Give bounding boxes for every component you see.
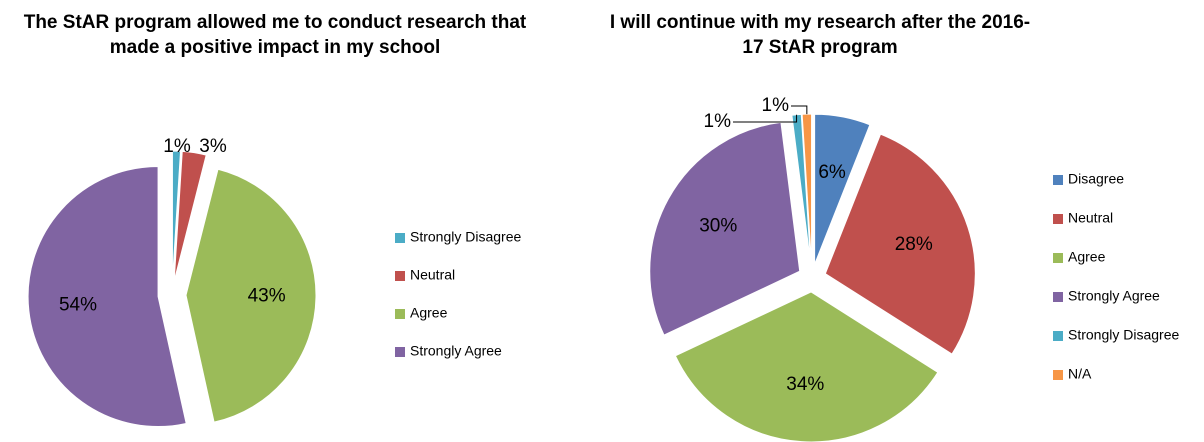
legend-label: Disagree	[1068, 171, 1124, 187]
legend-swatch	[1053, 175, 1063, 185]
legend-swatch	[1053, 331, 1063, 341]
chart-title: I will continue with my research after t…	[609, 12, 1031, 58]
legend-swatch	[1053, 370, 1063, 380]
legend-label: Neutral	[410, 267, 455, 283]
pie-slice	[814, 113, 871, 265]
legend-swatch	[1053, 253, 1063, 263]
legend-label: Strongly Disagree	[410, 229, 521, 245]
data-label: 28%	[895, 234, 933, 255]
legend-swatch	[395, 233, 405, 243]
data-label: 30%	[699, 215, 737, 236]
legend-label: Strongly Agree	[410, 343, 502, 359]
legend-label: Agree	[1068, 249, 1106, 265]
leader-line	[791, 105, 808, 115]
pie-slice	[171, 150, 182, 282]
pie-slice	[791, 113, 812, 265]
legend-label: Neutral	[1068, 210, 1113, 226]
legend-swatch	[395, 271, 405, 281]
legend-label: Strongly Agree	[1068, 288, 1160, 304]
legend-swatch	[395, 347, 405, 357]
pie-slice	[27, 166, 187, 428]
data-label: 6%	[818, 162, 846, 183]
data-label: 34%	[786, 374, 824, 395]
data-label: 3%	[199, 136, 227, 157]
pie-slice	[801, 113, 813, 265]
data-label: 1%	[762, 95, 790, 116]
leader-line	[733, 114, 798, 123]
data-label: 54%	[59, 294, 97, 315]
data-label: 1%	[704, 111, 732, 132]
pie-slice	[185, 168, 317, 423]
chart-title: The StAR program allowed me to conduct r…	[23, 12, 527, 58]
data-label: 1%	[163, 136, 191, 157]
pie-slice	[824, 133, 976, 355]
legend-swatch	[1053, 214, 1063, 224]
legend-label: N/A	[1068, 366, 1092, 382]
legend-swatch	[1053, 292, 1063, 302]
pie-slice	[173, 150, 207, 282]
data-label: 43%	[248, 285, 286, 306]
legend-label: Strongly Disagree	[1068, 327, 1179, 343]
pie-slice	[649, 121, 801, 336]
legend-swatch	[395, 309, 405, 319]
legend-label: Agree	[410, 305, 448, 321]
